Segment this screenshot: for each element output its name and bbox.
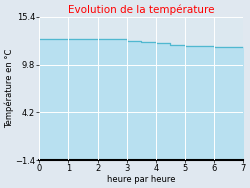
Title: Evolution de la température: Evolution de la température (68, 4, 214, 15)
X-axis label: heure par heure: heure par heure (107, 175, 176, 184)
Y-axis label: Température en °C: Température en °C (4, 49, 14, 128)
